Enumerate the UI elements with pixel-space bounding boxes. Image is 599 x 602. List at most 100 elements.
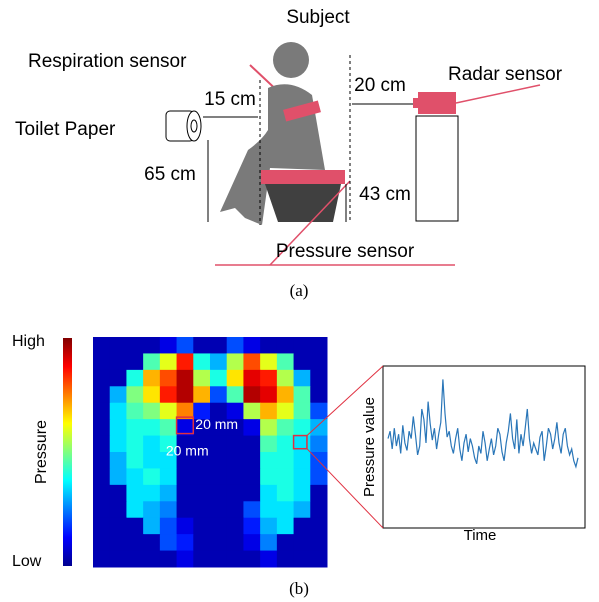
heatmap-cell <box>93 534 110 551</box>
toilet-paper-label: Toilet Paper <box>15 119 116 140</box>
heatmap-cell <box>93 501 110 518</box>
heatmap-cell <box>277 353 294 370</box>
plot-ylabel: Pressure value <box>361 397 378 497</box>
heatmap-cell <box>160 551 177 568</box>
heatmap-cell <box>277 485 294 502</box>
heatmap-cell <box>260 551 277 568</box>
heatmap-cell <box>160 419 177 436</box>
heatmap-cell <box>93 518 110 535</box>
heatmap-cell <box>294 337 311 354</box>
heatmap-cell <box>110 534 127 551</box>
heatmap-cell <box>210 485 227 502</box>
heatmap-cell <box>260 485 277 502</box>
heatmap-cell <box>143 386 160 403</box>
heatmap-cell <box>210 534 227 551</box>
heatmap-cell <box>193 370 210 387</box>
heatmap-cell <box>177 551 194 568</box>
cell-height: 20 mm <box>166 443 209 459</box>
heatmap-cell <box>143 403 160 420</box>
heatmap-cell <box>210 436 227 453</box>
heatmap-cell <box>260 518 277 535</box>
heatmap-cell <box>310 403 327 420</box>
heatmap-cell <box>110 386 127 403</box>
heatmap-cell <box>277 419 294 436</box>
heatmap-cell <box>310 419 327 436</box>
heatmap-cell <box>93 452 110 469</box>
colorbar-label: Pressure <box>33 420 50 484</box>
cell-width: 20 mm <box>195 416 238 432</box>
heatmap-cell <box>294 501 311 518</box>
heatmap-cell <box>294 419 311 436</box>
heatmap-cell <box>260 501 277 518</box>
heatmap-cell <box>227 501 244 518</box>
heatmap-cell <box>177 337 194 354</box>
colorbar <box>63 338 72 566</box>
heatmap-cell <box>110 518 127 535</box>
heatmap-cell <box>243 501 260 518</box>
heatmap-cell <box>110 436 127 453</box>
heatmap-cell <box>160 403 177 420</box>
heatmap-cell <box>277 501 294 518</box>
heatmap-cell <box>227 370 244 387</box>
heatmap-cell <box>177 518 194 535</box>
heatmap-cell <box>243 534 260 551</box>
heatmap-cell <box>143 353 160 370</box>
heatmap-cell <box>294 353 311 370</box>
heatmap-cell <box>93 386 110 403</box>
heatmap-cell <box>294 403 311 420</box>
heatmap-cell <box>93 436 110 453</box>
heatmap-cell <box>210 386 227 403</box>
heatmap-cell <box>93 485 110 502</box>
heatmap-cell <box>310 468 327 485</box>
heatmap-cell <box>277 403 294 420</box>
heatmap-cell <box>110 370 127 387</box>
heatmap-cell <box>177 534 194 551</box>
panel-a: Subject Respiration sensor Pressure sens… <box>15 7 563 300</box>
heatmap-cell <box>126 370 143 387</box>
heatmap-cell <box>277 518 294 535</box>
heatmap-cell <box>126 501 143 518</box>
heatmap-cell <box>227 452 244 469</box>
heatmap-cell <box>126 419 143 436</box>
heatmap-cell <box>126 551 143 568</box>
heatmap-cell <box>160 337 177 354</box>
colorbar-high: High <box>12 333 45 350</box>
heatmap-cell <box>277 436 294 453</box>
heatmap-cell <box>277 534 294 551</box>
caption: (b) <box>289 579 309 598</box>
heatmap-cell <box>93 468 110 485</box>
heatmap-cell <box>193 468 210 485</box>
heatmap-cell <box>243 436 260 453</box>
figure: Subject Respiration sensor Pressure sens… <box>0 0 599 602</box>
heatmap-cell <box>177 485 194 502</box>
height-seat: 43 cm <box>359 184 411 205</box>
heatmap-cell <box>310 386 327 403</box>
heatmap-cell <box>243 337 260 354</box>
toilet-paper-core <box>191 120 197 132</box>
heatmap-cell <box>243 452 260 469</box>
heatmap-cell <box>143 468 160 485</box>
heatmap-cell <box>294 518 311 535</box>
heatmap-cell <box>93 353 110 370</box>
heatmap-cell <box>160 485 177 502</box>
heatmap-cell <box>193 518 210 535</box>
heatmap-cell <box>277 551 294 568</box>
heatmap-cell <box>110 452 127 469</box>
heatmap-cell <box>193 485 210 502</box>
heatmap-cell <box>277 386 294 403</box>
heatmap-cell <box>243 468 260 485</box>
heatmap-cell <box>294 468 311 485</box>
heatmap-cell <box>143 534 160 551</box>
heatmap-cell <box>310 370 327 387</box>
heatmap-cell <box>160 386 177 403</box>
heatmap-cell <box>110 501 127 518</box>
heatmap-cell <box>193 551 210 568</box>
heatmap-cell <box>126 386 143 403</box>
heatmap-cell <box>160 534 177 551</box>
heatmap-cell <box>193 534 210 551</box>
heatmap-cell <box>243 419 260 436</box>
heatmap-cell <box>310 551 327 568</box>
caption: (a) <box>290 281 309 300</box>
heatmap-cell <box>277 337 294 354</box>
pressure-pad <box>261 170 345 184</box>
